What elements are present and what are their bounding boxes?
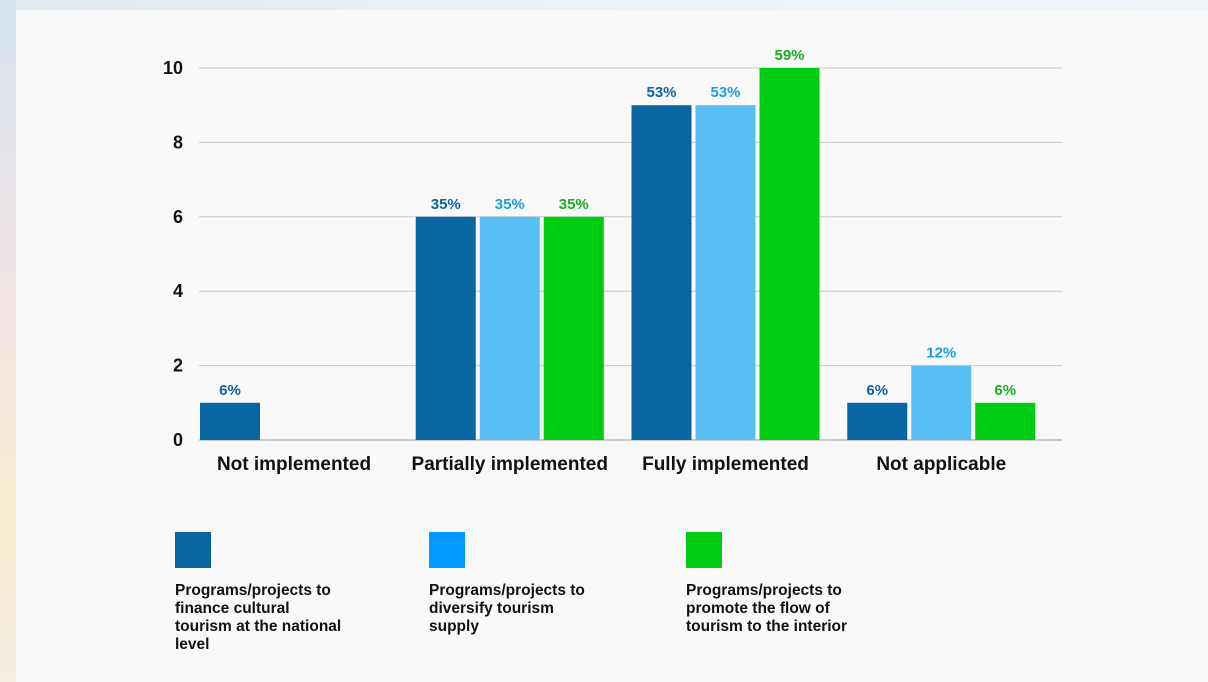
chart-card (16, 10, 1208, 682)
y-tick-label: 8 (173, 132, 183, 152)
x-category-label: Partially implemented (412, 454, 608, 475)
data-label: 53% (646, 84, 676, 101)
bar (695, 105, 756, 440)
data-label: 6% (219, 382, 241, 399)
data-label: 35% (431, 196, 461, 213)
data-labels: 6% 35% 35% 35% 53% 53% 59% 6% 12% 6% (219, 47, 1016, 399)
bar (975, 402, 1036, 440)
bar (543, 216, 604, 440)
bar (631, 105, 692, 440)
y-tick-label: 2 (173, 356, 183, 376)
bar (911, 365, 972, 440)
data-label: 53% (710, 84, 740, 101)
x-axis-categories: Not implemented Partially implemented Full… (217, 454, 1006, 475)
x-category-label: Not applicable (876, 454, 1006, 475)
y-tick-label: 10 (163, 58, 183, 78)
bar (200, 402, 260, 440)
data-label: 6% (994, 382, 1016, 399)
y-tick-label: 0 (173, 430, 183, 450)
bar (847, 402, 908, 440)
data-label: 6% (866, 382, 888, 399)
y-tick-label: 4 (173, 281, 183, 301)
y-axis-ticks: 0 2 4 6 8 10 (163, 58, 183, 450)
x-category-label: Fully implemented (642, 454, 809, 475)
bar (415, 216, 476, 440)
bar (759, 68, 820, 440)
bars (200, 68, 1036, 440)
x-category-label: Not implemented (217, 454, 371, 475)
bar (479, 216, 540, 440)
background-decoration-left (0, 0, 16, 682)
data-label: 35% (495, 196, 525, 213)
data-label: 35% (559, 196, 589, 213)
gridlines (199, 67, 1062, 441)
data-label: 59% (774, 47, 804, 64)
y-tick-label: 6 (173, 207, 183, 227)
data-label: 12% (926, 345, 956, 362)
